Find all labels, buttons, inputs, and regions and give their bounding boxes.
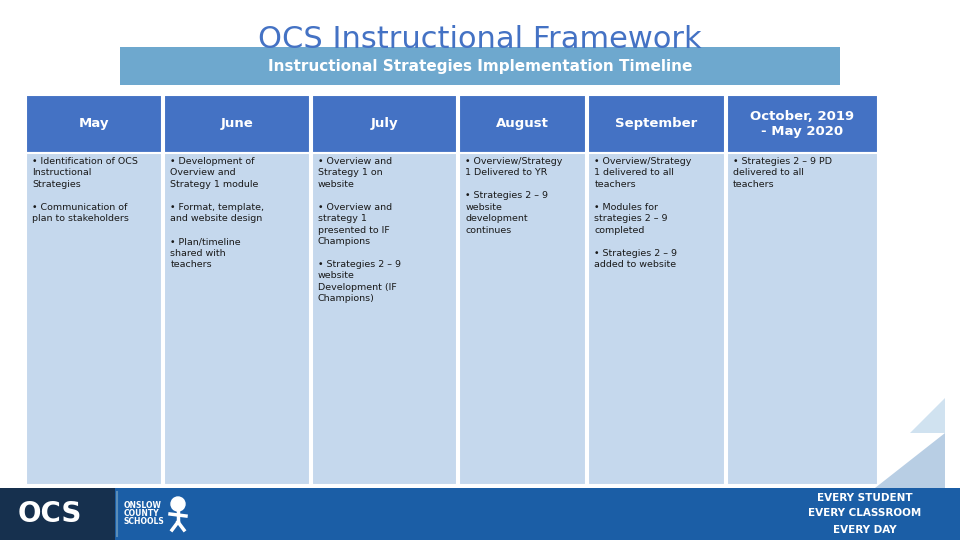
Text: SCHOOLS: SCHOOLS bbox=[124, 517, 165, 526]
Bar bbox=[312, 95, 457, 153]
Text: August: August bbox=[496, 118, 549, 131]
Bar bbox=[312, 153, 457, 485]
Bar bbox=[26, 95, 162, 153]
Polygon shape bbox=[910, 398, 945, 433]
Text: • Development of
Overview and
Strategy 1 module

• Format, template,
and website: • Development of Overview and Strategy 1… bbox=[170, 157, 264, 269]
Text: OCS Instructional Framework: OCS Instructional Framework bbox=[258, 25, 702, 55]
Bar bbox=[0, 488, 960, 540]
Bar bbox=[727, 153, 877, 485]
Text: EVERY CLASSROOM: EVERY CLASSROOM bbox=[808, 508, 922, 518]
Bar bbox=[164, 95, 310, 153]
Text: Instructional Strategies Implementation Timeline: Instructional Strategies Implementation … bbox=[268, 58, 692, 73]
Text: October, 2019
- May 2020: October, 2019 - May 2020 bbox=[750, 110, 854, 138]
Text: • Overview/Strategy
1 Delivered to YR

• Strategies 2 – 9
website
development
co: • Overview/Strategy 1 Delivered to YR • … bbox=[466, 157, 563, 235]
Circle shape bbox=[171, 497, 185, 511]
Text: • Identification of OCS
Instructional
Strategies

• Communication of
plan to sta: • Identification of OCS Instructional St… bbox=[32, 157, 138, 223]
Bar bbox=[120, 47, 840, 85]
Text: EVERY DAY: EVERY DAY bbox=[833, 525, 897, 535]
Bar bbox=[727, 95, 877, 153]
Text: July: July bbox=[371, 118, 398, 131]
Text: June: June bbox=[221, 118, 253, 131]
Bar bbox=[0, 488, 115, 540]
Bar bbox=[26, 153, 162, 485]
Text: • Overview and
Strategy 1 on
website

• Overview and
strategy 1
presented to IF
: • Overview and Strategy 1 on website • O… bbox=[318, 157, 400, 303]
Polygon shape bbox=[875, 433, 945, 488]
Text: May: May bbox=[79, 118, 109, 131]
Bar bbox=[459, 153, 587, 485]
Bar bbox=[588, 95, 725, 153]
Text: EVERY STUDENT: EVERY STUDENT bbox=[817, 493, 913, 503]
Bar bbox=[164, 153, 310, 485]
Bar bbox=[459, 95, 587, 153]
Text: OCS: OCS bbox=[18, 500, 83, 528]
Text: • Overview/Strategy
1 delivered to all
teachers

• Modules for
strategies 2 – 9
: • Overview/Strategy 1 delivered to all t… bbox=[594, 157, 692, 269]
Text: September: September bbox=[615, 118, 698, 131]
Text: ONSLOW: ONSLOW bbox=[124, 502, 162, 510]
Bar bbox=[588, 153, 725, 485]
Text: • Strategies 2 – 9 PD
delivered to all
teachers: • Strategies 2 – 9 PD delivered to all t… bbox=[732, 157, 831, 189]
Text: COUNTY: COUNTY bbox=[124, 510, 159, 518]
